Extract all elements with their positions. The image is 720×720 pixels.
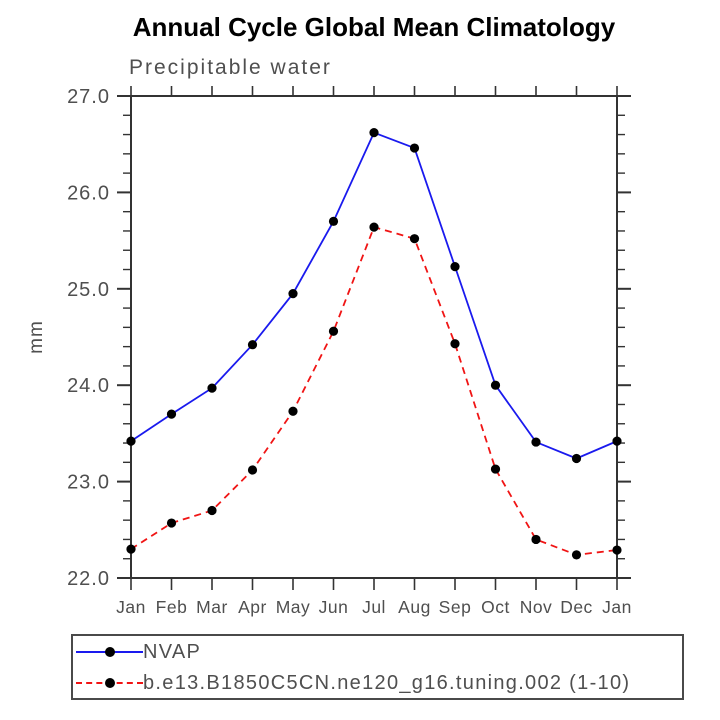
chart-title: Annual Cycle Global Mean Climatology bbox=[132, 12, 616, 42]
plot-frame bbox=[130, 95, 618, 579]
x-tick-label: Feb bbox=[156, 597, 188, 617]
x-tick-label: Jul bbox=[362, 597, 386, 617]
y-tick-label: 27.0 bbox=[67, 86, 110, 108]
series-marker-1 bbox=[409, 234, 420, 244]
series-marker-1 bbox=[490, 464, 501, 474]
legend-sample-dashed-line bbox=[76, 677, 143, 688]
series-marker-0 bbox=[247, 340, 258, 350]
y-tick-label: 22.0 bbox=[67, 568, 110, 590]
series-marker-1 bbox=[288, 406, 298, 416]
series-marker-0 bbox=[490, 380, 501, 390]
series-marker-0 bbox=[369, 128, 379, 138]
series-marker-1 bbox=[450, 339, 460, 349]
series-marker-1 bbox=[369, 222, 379, 232]
marker-dot-icon bbox=[105, 677, 115, 688]
series-marker-1 bbox=[207, 505, 217, 516]
series-marker-0 bbox=[409, 143, 420, 153]
series-marker-0 bbox=[126, 436, 136, 446]
series-marker-1 bbox=[247, 465, 258, 475]
series-marker-0 bbox=[288, 289, 298, 299]
x-tick-label: Nov bbox=[520, 597, 553, 617]
series-marker-0 bbox=[450, 262, 460, 272]
series-marker-1 bbox=[328, 326, 339, 336]
chart-legend: NVAP b.e13.B1850C5CN.ne120_g16.tuning.00… bbox=[71, 634, 684, 700]
y-tick-label: 26.0 bbox=[67, 182, 110, 204]
series-line-0 bbox=[130, 131, 618, 460]
legend-label-nvap: NVAP bbox=[143, 640, 202, 663]
y-tick-label: 23.0 bbox=[67, 472, 110, 494]
series-marker-0 bbox=[571, 453, 582, 464]
series-marker-0 bbox=[166, 409, 177, 419]
x-tick-label: Mar bbox=[196, 597, 228, 617]
series-marker-1 bbox=[166, 518, 177, 528]
series-marker-0 bbox=[612, 436, 622, 446]
series-marker-1 bbox=[612, 545, 622, 555]
y-tick-label: 25.0 bbox=[67, 279, 110, 301]
legend-row-model: b.e13.B1850C5CN.ne120_g16.tuning.002 (1-… bbox=[76, 667, 682, 698]
x-tick-label: May bbox=[276, 597, 311, 617]
series-marker-1 bbox=[571, 550, 582, 560]
series-line-1 bbox=[130, 226, 618, 556]
y-axis-label: mm bbox=[26, 320, 47, 354]
legend-row-nvap: NVAP bbox=[76, 636, 682, 667]
x-tick-label: Apr bbox=[238, 597, 267, 617]
x-tick-label: Jun bbox=[319, 597, 349, 617]
x-tick-label: Jan bbox=[602, 597, 632, 617]
x-tick-label: Aug bbox=[398, 597, 431, 617]
y-tick-label: 24.0 bbox=[67, 375, 110, 397]
x-tick-label: Oct bbox=[481, 597, 510, 617]
marker-dot-icon bbox=[105, 646, 115, 657]
x-tick-label: Dec bbox=[560, 597, 593, 617]
series-marker-1 bbox=[531, 534, 541, 545]
x-tick-label: Jan bbox=[116, 597, 146, 617]
chart-subtitle: Precipitable water bbox=[129, 56, 332, 79]
series-marker-0 bbox=[207, 383, 217, 393]
legend-label-model: b.e13.B1850C5CN.ne120_g16.tuning.002 (1-… bbox=[143, 671, 631, 694]
legend-sample-solid-line bbox=[76, 646, 143, 657]
series-marker-1 bbox=[126, 544, 136, 554]
series-marker-0 bbox=[531, 437, 541, 447]
x-tick-label: Sep bbox=[439, 597, 472, 617]
series-marker-0 bbox=[328, 216, 339, 226]
